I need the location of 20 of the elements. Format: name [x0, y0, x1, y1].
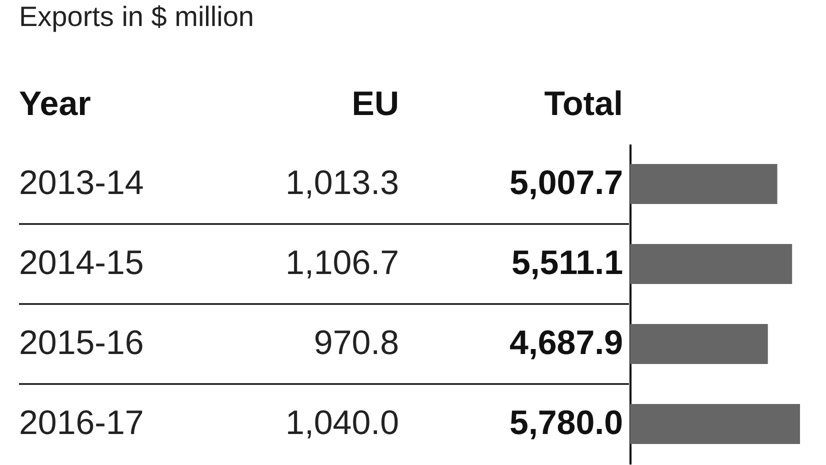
bar	[630, 164, 778, 204]
text: 970.8	[314, 324, 399, 362]
data-label: 5,780.0	[510, 404, 623, 442]
bar	[630, 324, 768, 364]
y-tick-label: 2013-14	[19, 164, 144, 202]
y-axis-title: Year	[19, 85, 91, 123]
data-label: 4,687.9	[510, 324, 623, 362]
series-label: Total	[544, 85, 623, 123]
text: 1,040.0	[286, 404, 399, 442]
bar	[630, 244, 792, 284]
text: Exports in $ million	[19, 1, 254, 32]
text: 1,013.3	[286, 164, 399, 202]
y-tick-label: 2016-17	[19, 404, 144, 442]
text: EU	[352, 85, 399, 123]
y-tick-label: 2015-16	[19, 324, 144, 362]
bar	[630, 404, 800, 444]
y-tick-label: 2014-15	[19, 244, 144, 282]
data-label: 5,511.1	[511, 244, 623, 282]
text: 1,106.7	[286, 244, 399, 282]
data-label: 5,007.7	[510, 164, 623, 202]
